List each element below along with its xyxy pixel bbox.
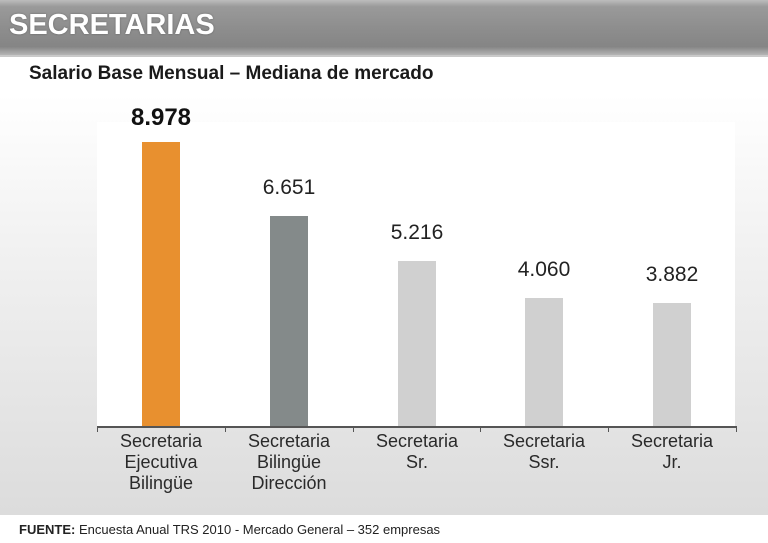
bar: [653, 303, 691, 426]
data-label: 5.216: [390, 221, 444, 244]
x-axis: [97, 426, 736, 428]
axis-tick: [480, 426, 481, 432]
category-label-line: Sr.: [405, 452, 428, 472]
category-label: Secretaria Ejecutiva Bilingüe: [98, 431, 224, 494]
category-label-line: Jr.: [662, 452, 682, 472]
category-label-line: Bilingüe: [256, 452, 322, 472]
page-title: SECRETARIAS: [9, 9, 215, 41]
category-label-line: Secretaria: [247, 431, 331, 451]
category-label-line: Secretaria: [119, 431, 203, 451]
axis-tick: [608, 426, 609, 432]
header-bar: SECRETARIAS: [0, 0, 768, 57]
category-label-line: Secretaria: [375, 431, 459, 451]
bar: [142, 142, 180, 426]
category-label: Secretaria Jr.: [609, 431, 735, 473]
category-label: Secretaria Bilingüe Dirección: [226, 431, 352, 494]
category-label-line: Secretaria: [502, 431, 586, 451]
data-label: 8.978: [130, 104, 192, 131]
bar: [270, 216, 308, 426]
data-label: 6.651: [262, 176, 316, 199]
bar: [398, 261, 436, 426]
axis-tick: [353, 426, 354, 432]
category-label-line: Bilingüe: [128, 473, 194, 493]
chart-title: Salario Base Mensual – Mediana de mercad…: [29, 63, 434, 84]
footer-band: [0, 515, 768, 543]
bar: [525, 298, 563, 426]
axis-tick: [225, 426, 226, 432]
data-label: 4.060: [517, 258, 571, 281]
category-label-line: Secretaria: [630, 431, 714, 451]
axis-tick: [736, 426, 737, 432]
category-label-line: Ssr.: [528, 452, 560, 472]
subtitle-band: [0, 57, 768, 95]
source-label: FUENTE:: [19, 522, 76, 537]
source-text: Encuesta Anual TRS 2010 - Mercado Genera…: [78, 522, 441, 537]
data-label: 3.882: [645, 263, 699, 286]
category-label-line: Dirección: [251, 473, 327, 493]
source-note: FUENTE: Encuesta Anual TRS 2010 - Mercad…: [19, 522, 440, 537]
axis-tick: [97, 426, 98, 432]
category-label: Secretaria Ssr.: [481, 431, 607, 473]
category-label: Secretaria Sr.: [354, 431, 480, 473]
category-label-line: Ejecutiva: [124, 452, 198, 472]
